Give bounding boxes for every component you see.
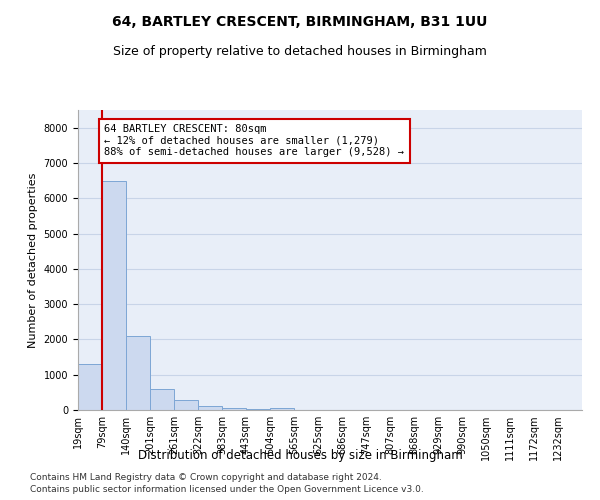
Bar: [174, 400, 198, 410]
Bar: [102, 180, 126, 410]
Bar: [198, 406, 222, 410]
Text: 64 BARTLEY CRESCENT: 80sqm
← 12% of detached houses are smaller (1,279)
88% of s: 64 BARTLEY CRESCENT: 80sqm ← 12% of deta…: [104, 124, 404, 158]
Text: Size of property relative to detached houses in Birmingham: Size of property relative to detached ho…: [113, 45, 487, 58]
Bar: [270, 408, 294, 410]
Bar: [246, 409, 270, 410]
Y-axis label: Number of detached properties: Number of detached properties: [28, 172, 38, 348]
Bar: [150, 389, 174, 410]
Text: Contains public sector information licensed under the Open Government Licence v3: Contains public sector information licen…: [30, 486, 424, 494]
Bar: [78, 364, 102, 410]
Bar: [126, 336, 150, 410]
Text: 64, BARTLEY CRESCENT, BIRMINGHAM, B31 1UU: 64, BARTLEY CRESCENT, BIRMINGHAM, B31 1U…: [112, 15, 488, 29]
Text: Distribution of detached houses by size in Birmingham: Distribution of detached houses by size …: [137, 448, 463, 462]
Bar: [222, 408, 246, 410]
Text: Contains HM Land Registry data © Crown copyright and database right 2024.: Contains HM Land Registry data © Crown c…: [30, 473, 382, 482]
